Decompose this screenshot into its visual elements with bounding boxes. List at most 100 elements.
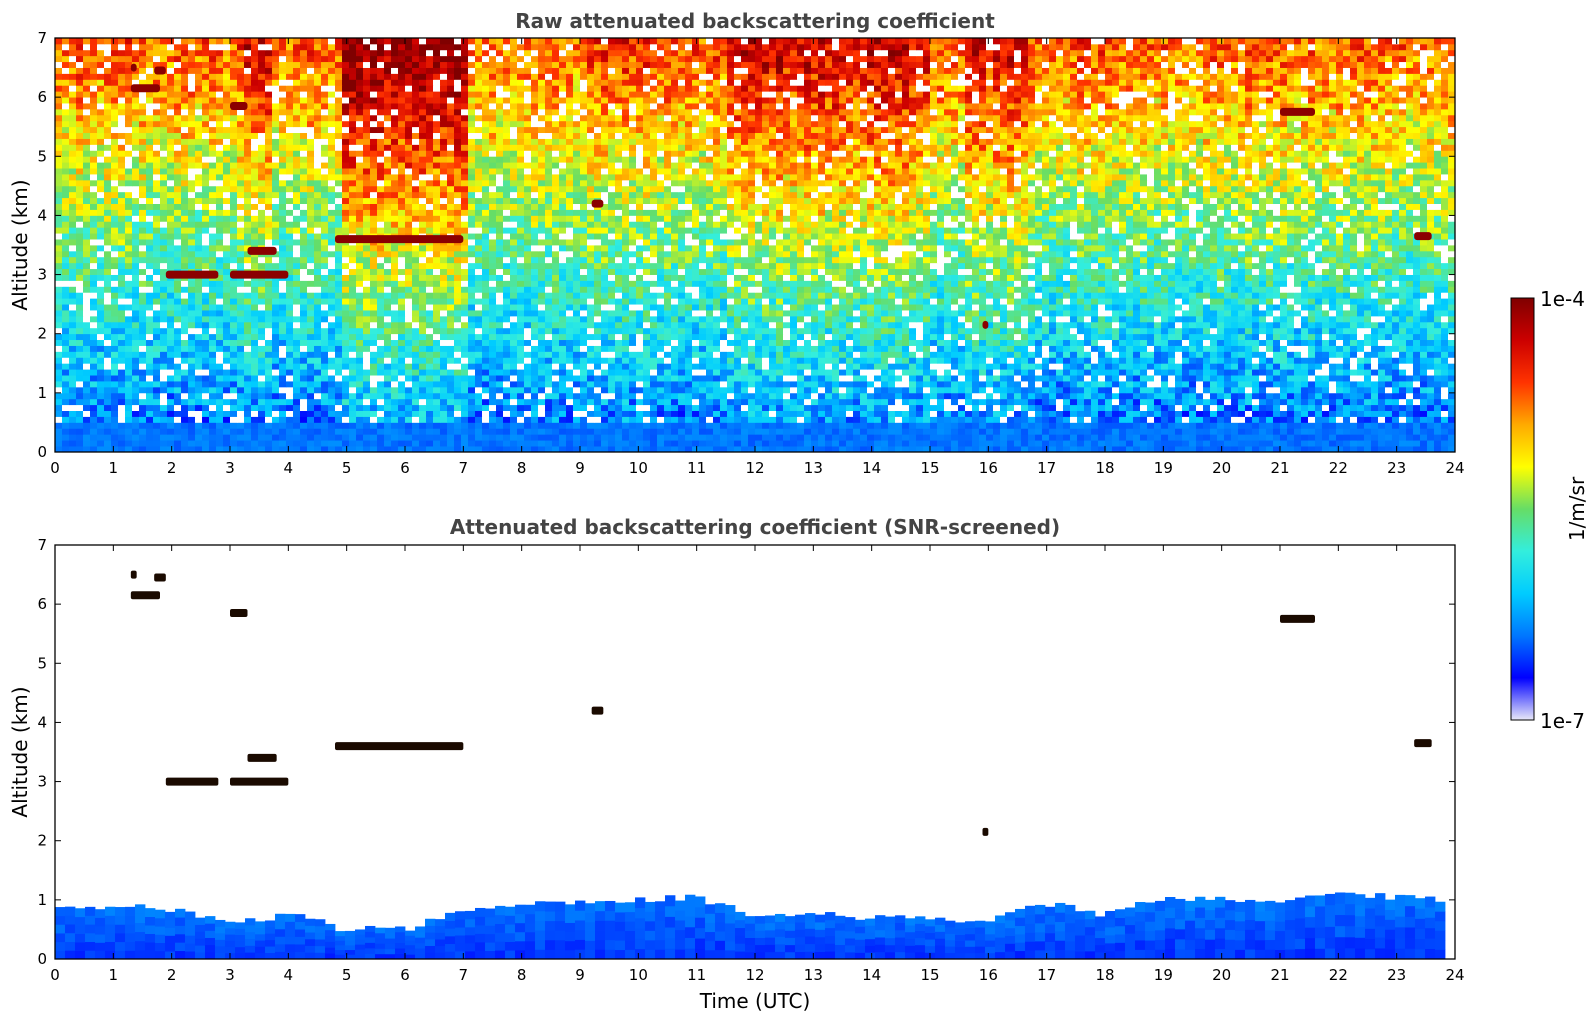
heatmap-cell xyxy=(608,375,616,382)
heatmap-cell xyxy=(1028,440,1036,447)
heatmap-cell xyxy=(713,345,721,352)
heatmap-cell xyxy=(874,422,882,429)
heatmap-cell xyxy=(783,398,791,406)
heatmap-cell xyxy=(636,404,644,411)
heatmap-cell xyxy=(930,434,938,441)
heatmap-cell xyxy=(790,398,798,406)
heatmap-cell xyxy=(1161,398,1169,406)
heatmap-cell xyxy=(104,440,112,447)
heatmap-cell xyxy=(720,351,728,358)
heatmap-cell xyxy=(1399,446,1407,452)
heatmap-cell xyxy=(1021,339,1029,346)
heatmap-cell xyxy=(244,345,252,352)
heatmap-cell xyxy=(391,315,399,323)
heatmap-cell xyxy=(426,440,434,447)
heatmap-cell xyxy=(580,369,588,376)
heatmap-cell xyxy=(923,333,931,341)
heatmap-cell xyxy=(839,363,847,370)
heatmap-cell xyxy=(1238,398,1246,406)
heatmap-cell xyxy=(888,363,896,370)
heatmap-cell xyxy=(937,351,945,358)
heatmap-cell xyxy=(720,446,728,452)
heatmap-cell xyxy=(1182,304,1190,311)
heatmap-cell xyxy=(1343,440,1351,447)
heatmap-cell xyxy=(776,310,784,317)
heatmap-cell xyxy=(776,333,784,341)
heatmap-cell xyxy=(811,369,819,376)
heatmap-cell xyxy=(874,369,882,376)
heatmap-cell xyxy=(111,422,119,429)
heatmap-cell xyxy=(1133,339,1141,346)
heatmap-cell xyxy=(412,381,420,388)
heatmap-cell xyxy=(860,369,868,376)
heatmap-cell xyxy=(860,375,868,382)
heatmap-cell xyxy=(76,422,84,429)
heatmap-cell xyxy=(188,440,196,447)
heatmap-cell xyxy=(1189,404,1197,411)
heatmap-cell xyxy=(76,410,84,417)
heatmap-cell xyxy=(958,363,966,370)
heatmap-cell xyxy=(412,375,420,382)
heatmap-cell xyxy=(783,381,791,388)
heatmap-cell xyxy=(1378,410,1386,417)
heatmap-cell xyxy=(279,351,287,358)
heatmap-cell xyxy=(272,357,280,364)
heatmap-cell xyxy=(615,327,623,335)
heatmap-cell xyxy=(265,375,273,382)
heatmap-cell xyxy=(622,363,630,370)
heatmap-cell xyxy=(1154,392,1162,400)
heatmap-cell xyxy=(1084,363,1092,370)
heatmap-cell xyxy=(1322,321,1330,329)
heatmap-cell xyxy=(1378,422,1386,429)
heatmap-cell xyxy=(405,446,413,452)
heatmap-cell xyxy=(930,369,938,376)
heatmap-cell xyxy=(1021,434,1029,441)
heatmap-cell xyxy=(706,381,714,388)
heatmap-cell xyxy=(685,315,693,323)
heatmap-cell xyxy=(370,315,378,323)
heatmap-cell xyxy=(1294,339,1302,346)
heatmap-cell xyxy=(972,363,980,370)
heatmap-cell xyxy=(160,351,168,358)
heatmap-cell xyxy=(545,369,553,376)
heatmap-cell xyxy=(1315,381,1323,388)
heatmap-cell xyxy=(1413,339,1421,346)
heatmap-cell xyxy=(1217,339,1225,346)
heatmap-cell xyxy=(1056,392,1064,400)
heatmap-cell xyxy=(195,446,203,452)
heatmap-cell xyxy=(195,310,203,317)
heatmap-cell xyxy=(384,428,392,435)
heatmap-cell xyxy=(650,310,658,317)
heatmap-cell xyxy=(1070,422,1078,429)
heatmap-cell xyxy=(601,398,609,406)
heatmap-cell xyxy=(1315,357,1323,364)
heatmap-cell xyxy=(1007,369,1015,376)
heatmap-cell xyxy=(979,386,987,394)
heatmap-cell xyxy=(1231,315,1239,323)
heatmap-cell xyxy=(1315,386,1323,394)
heatmap-cell xyxy=(349,428,357,435)
heatmap-cell xyxy=(1049,345,1057,352)
heatmap-cell xyxy=(1322,398,1330,406)
heatmap-cell xyxy=(734,416,742,423)
heatmap-cell xyxy=(1266,434,1274,441)
heatmap-cell xyxy=(69,357,77,364)
heatmap-cell xyxy=(139,440,147,447)
heatmap-cell xyxy=(1441,392,1449,400)
heatmap-cell xyxy=(1224,333,1232,341)
heatmap-cell xyxy=(1035,333,1043,341)
heatmap-cell xyxy=(706,392,714,400)
heatmap-cell xyxy=(230,434,238,441)
heatmap-cell xyxy=(279,327,287,335)
heatmap-cell xyxy=(846,386,854,394)
heatmap-cell xyxy=(923,428,931,435)
heatmap-cell xyxy=(1434,434,1442,441)
heatmap-cell xyxy=(223,398,231,406)
heatmap-cell xyxy=(1329,392,1337,400)
heatmap-cell xyxy=(139,345,147,352)
heatmap-cell xyxy=(1378,428,1386,435)
heatmap-cell xyxy=(405,440,413,447)
heatmap-cell xyxy=(510,446,518,452)
heatmap-cell xyxy=(685,310,693,317)
heatmap-cell xyxy=(216,351,224,358)
